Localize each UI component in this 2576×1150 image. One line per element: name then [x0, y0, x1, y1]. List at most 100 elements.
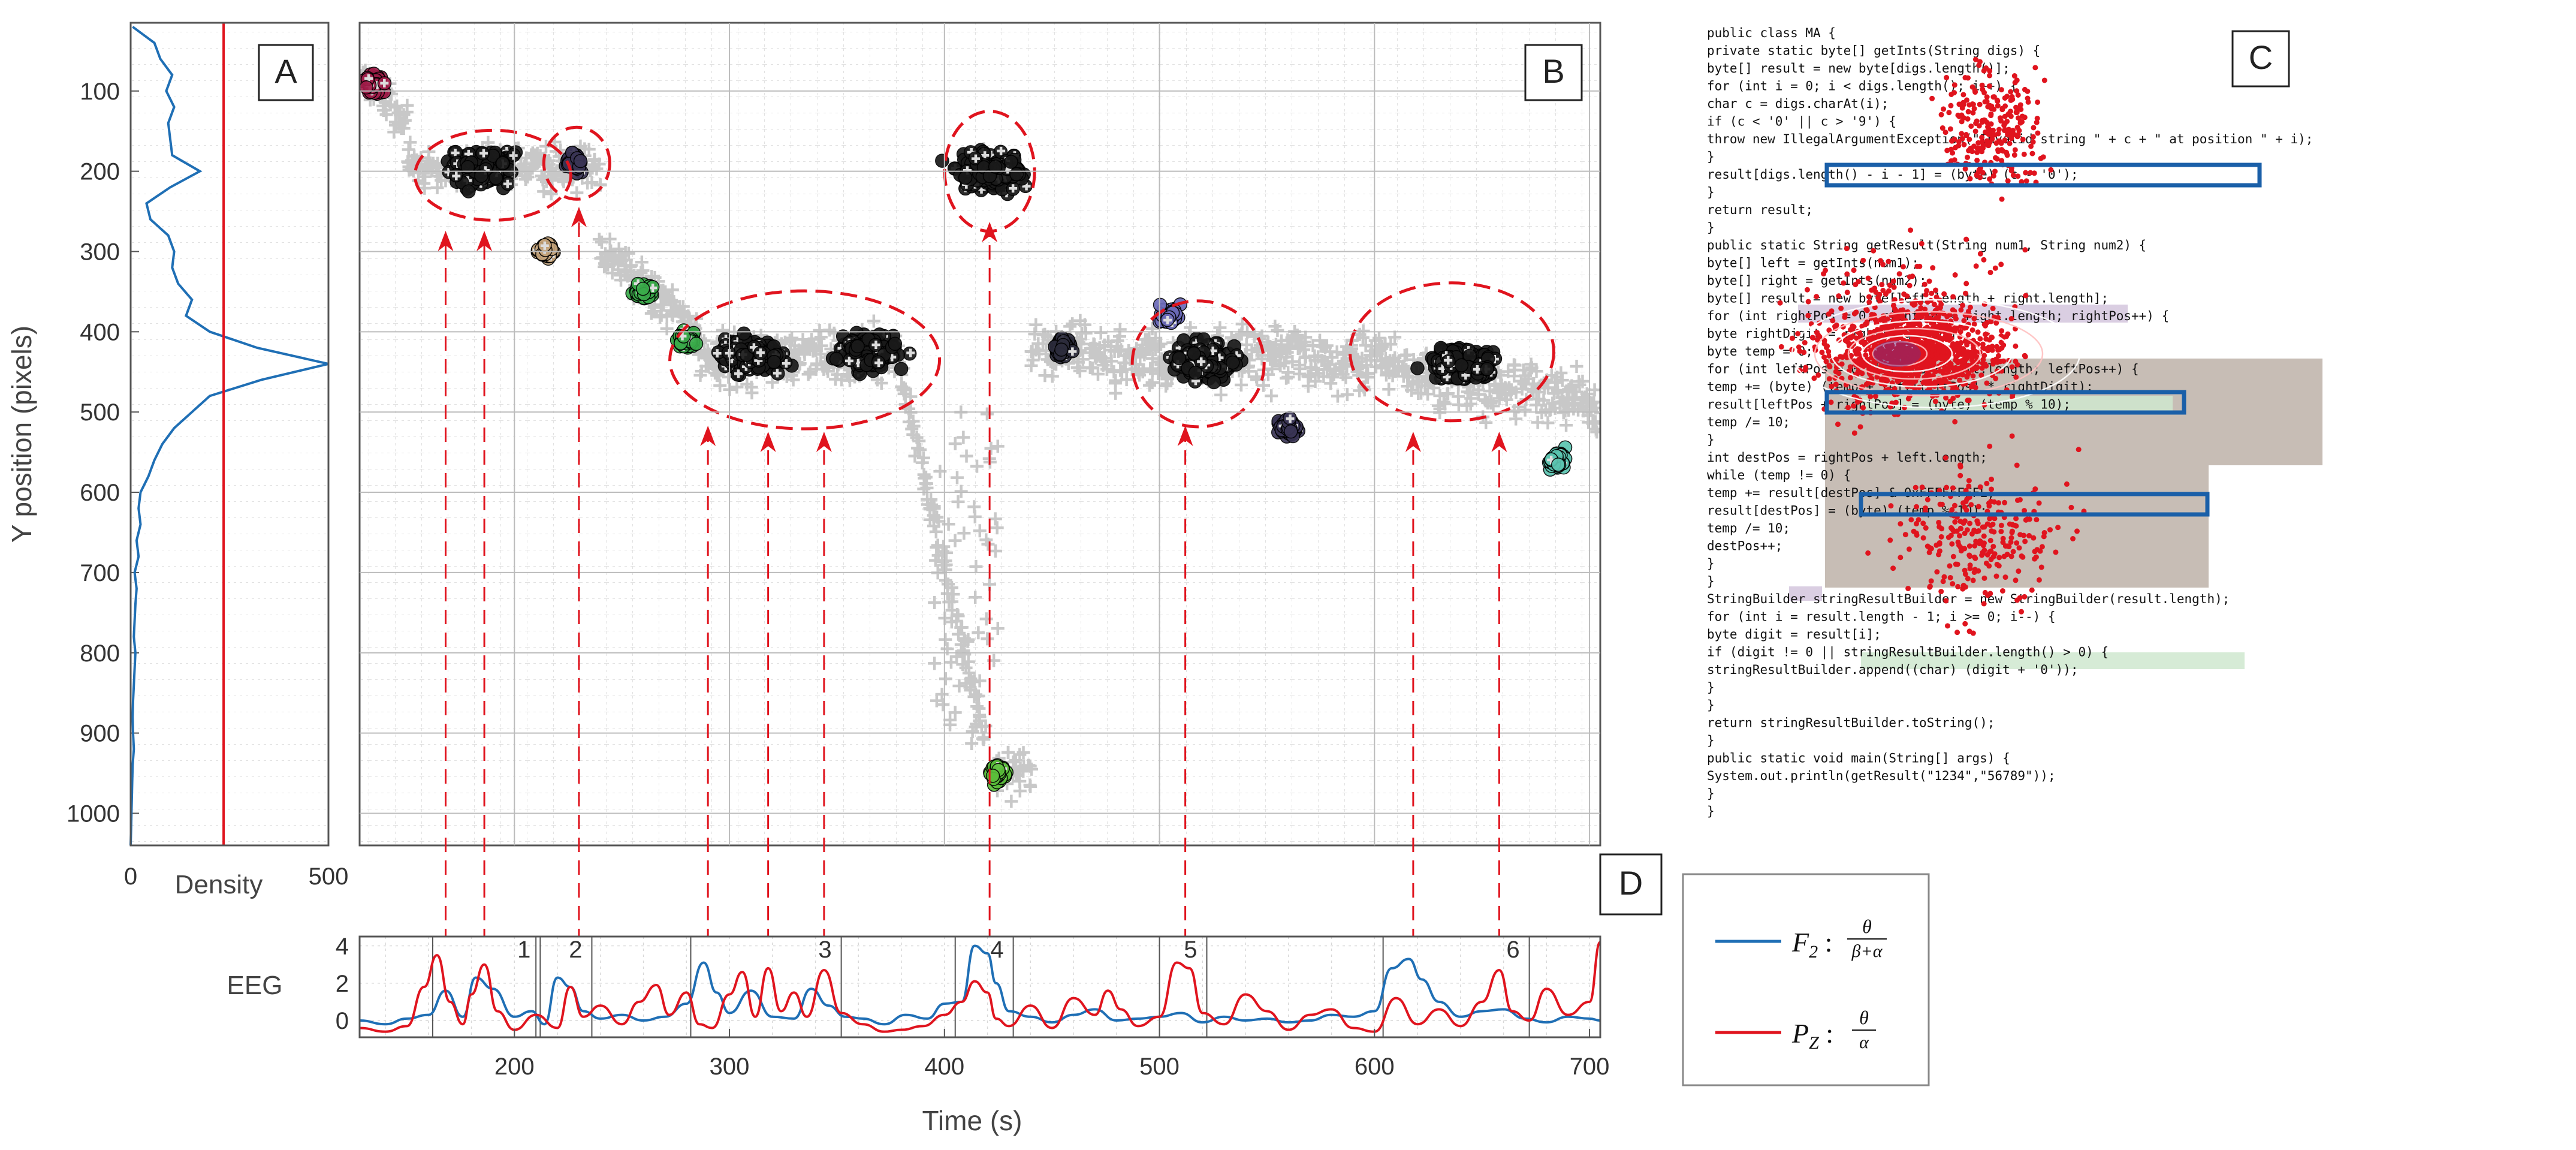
code-gaze-point [1902, 532, 1908, 538]
code-line: for (int i = result.length - 1; i >= 0; … [1707, 610, 2056, 624]
gaze-point [874, 376, 888, 390]
gaze-point [616, 253, 630, 267]
gaze-point [693, 368, 707, 382]
cluster [1410, 341, 1503, 386]
gaze-point [734, 369, 743, 378]
code-gaze-point [1890, 565, 1896, 571]
gaze-point [969, 559, 983, 573]
highlight-ellipse [542, 125, 611, 201]
gaze-point [1063, 320, 1077, 333]
gaze-point [570, 186, 584, 200]
gaze-point [932, 514, 946, 528]
gaze-point [1265, 389, 1278, 403]
code-gaze-point [2074, 528, 2080, 534]
code-gaze-point [1987, 73, 1993, 79]
cluster-point [958, 170, 973, 185]
code-gaze-point [2016, 568, 2022, 574]
code-gaze-point [1965, 116, 1971, 122]
gaze-point [1554, 366, 1568, 380]
cluster [983, 758, 1014, 792]
marker-arrow [816, 432, 832, 452]
gaze-point [1024, 779, 1037, 793]
code-gaze-point [1872, 393, 1878, 399]
cluster-point [636, 281, 650, 296]
gaze-point [961, 633, 975, 646]
code-gaze-point [1844, 271, 1850, 277]
code-gaze-point [2031, 170, 2037, 176]
highlight-green [1861, 652, 2245, 669]
code-gaze-point [2041, 77, 2047, 83]
gaze-point [1114, 363, 1127, 377]
code-gaze-point [1987, 269, 1993, 275]
code-gaze-point [1999, 196, 2005, 202]
gaze-point [1384, 338, 1398, 351]
gaze-point [1401, 369, 1414, 383]
gaze-point [1105, 354, 1118, 368]
code-gaze-point [2012, 147, 2018, 153]
code-gaze-point [1993, 320, 1999, 326]
cluster [1048, 330, 1080, 365]
code-gaze-point [2017, 532, 2023, 538]
y-tick-label: 800 [80, 640, 120, 667]
gaze-point [1277, 356, 1291, 370]
gaze-point [1576, 374, 1589, 388]
panel-b-letter: B [1542, 52, 1564, 90]
code-gaze-point [1987, 176, 1993, 182]
marker-arrow [571, 207, 587, 227]
code-gaze-point [1942, 455, 1948, 461]
gaze-point [943, 713, 957, 727]
gaze-point [713, 349, 722, 358]
gaze-point [1530, 385, 1543, 399]
code-gaze-point [1860, 257, 1866, 263]
cluster [1271, 411, 1305, 444]
y-tick-label: 700 [80, 560, 120, 586]
gaze-point [1293, 359, 1307, 372]
code-gaze-point [1958, 307, 1964, 313]
code-gaze-point [1835, 422, 1841, 428]
code-line: } [1707, 698, 1715, 712]
gaze-point [937, 540, 951, 553]
gaze-point [1009, 184, 1018, 193]
gaze-point [898, 382, 912, 396]
cluster-point [1054, 342, 1069, 357]
gaze-point [773, 369, 782, 378]
gaze-point [1045, 369, 1059, 383]
code-gaze-point [2014, 540, 2020, 546]
gaze-point [537, 185, 551, 198]
gaze-point [1400, 348, 1414, 362]
gaze-point [807, 341, 821, 354]
gaze-point [1016, 746, 1030, 760]
gaze-point [1091, 368, 1105, 381]
gaze-point [1353, 360, 1367, 374]
code-gaze-point [1996, 563, 2002, 569]
gaze-point [979, 612, 993, 626]
code-gaze-point [2070, 535, 2076, 541]
code-gaze-point [1969, 327, 1975, 333]
code-gaze-point [1936, 524, 1942, 530]
code-gaze-point [2007, 140, 2013, 146]
code-gaze-point [1866, 294, 1872, 300]
y-axis-label: Y position (pixels) [6, 326, 37, 543]
gaze-point [544, 187, 558, 201]
code-line: char c = digs.charAt(i); [1707, 97, 1889, 111]
gaze-point [960, 449, 973, 463]
gaze-point [1444, 356, 1453, 365]
gaze-point [622, 246, 635, 260]
code-gaze-point [1937, 501, 1943, 507]
code-gaze-point [1948, 103, 1954, 109]
gaze-point [945, 655, 958, 669]
code-line: } [1707, 150, 1715, 164]
gaze-point [951, 609, 965, 623]
code-gaze-point [1931, 302, 1937, 308]
code-gaze-point [1826, 376, 1832, 382]
code-gaze-point [1890, 278, 1896, 284]
gaze-point [1523, 363, 1537, 377]
gaze-point [756, 348, 765, 357]
gaze-point [915, 456, 929, 469]
code-gaze-point [2055, 525, 2061, 531]
code-gaze-point [1989, 476, 1995, 482]
code-gaze-point [2032, 486, 2038, 492]
gaze-point [1029, 318, 1043, 332]
gaze-point [928, 657, 942, 670]
